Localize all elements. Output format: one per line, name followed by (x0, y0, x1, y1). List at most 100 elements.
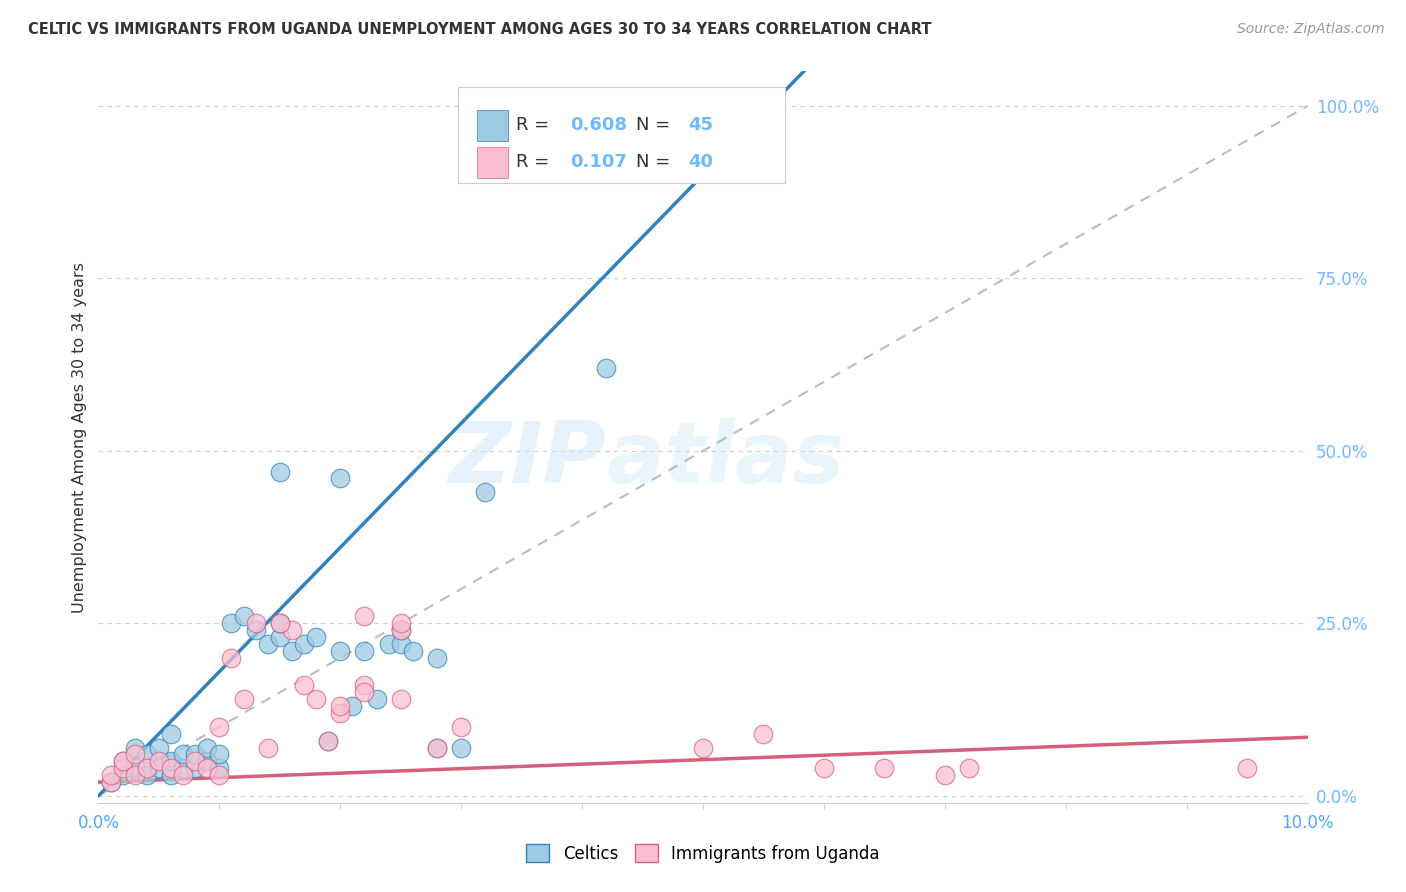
Point (389, 692, 412, 706)
Point (281, 624, 304, 638)
Point (342, 699, 364, 714)
Point (752, 727, 775, 741)
Point (353, 685, 375, 699)
Text: R =: R = (516, 153, 561, 171)
Text: N =: N = (637, 153, 676, 171)
Point (329, 644, 352, 658)
Point (692, 740, 714, 755)
Point (135, 768, 157, 782)
Point (195, 755, 218, 769)
Point (316, 733, 339, 747)
Text: Source: ZipAtlas.com: Source: ZipAtlas.com (1237, 22, 1385, 37)
Point (160, 761, 183, 775)
Point (353, 678, 375, 692)
Point (160, 727, 183, 741)
Point (100, 768, 122, 782)
Point (474, 485, 496, 500)
Point (256, 740, 278, 755)
Point (292, 678, 315, 692)
Point (813, 761, 835, 775)
Point (389, 624, 412, 638)
Point (160, 768, 183, 782)
Point (305, 692, 328, 706)
Text: 40: 40 (689, 153, 713, 171)
Text: atlas: atlas (606, 417, 845, 500)
Point (111, 768, 134, 782)
Point (208, 768, 231, 782)
Y-axis label: Unemployment Among Ages 30 to 34 years: Unemployment Among Ages 30 to 34 years (72, 261, 87, 613)
Point (269, 616, 291, 631)
Point (256, 637, 278, 651)
Point (329, 471, 352, 485)
Point (957, 761, 980, 775)
Point (450, 720, 472, 734)
Point (316, 733, 339, 747)
Point (402, 644, 425, 658)
Point (135, 747, 157, 762)
Point (172, 747, 194, 762)
Point (221, 616, 243, 631)
Point (329, 699, 352, 714)
Point (269, 616, 291, 631)
Point (873, 761, 896, 775)
Point (281, 644, 304, 658)
Point (389, 616, 412, 631)
Point (111, 761, 134, 775)
Point (124, 761, 146, 775)
Point (148, 755, 170, 769)
Point (232, 692, 254, 706)
Text: 45: 45 (689, 116, 713, 135)
Point (353, 609, 375, 624)
Point (389, 624, 412, 638)
Point (329, 706, 352, 720)
Point (100, 775, 122, 789)
Point (366, 692, 388, 706)
Point (160, 755, 183, 769)
Text: 0.107: 0.107 (569, 153, 627, 171)
Point (426, 740, 449, 755)
Point (389, 637, 412, 651)
Point (208, 720, 231, 734)
Text: R =: R = (516, 116, 554, 135)
Point (377, 637, 399, 651)
Point (184, 747, 207, 762)
Point (111, 755, 134, 769)
Point (124, 747, 146, 762)
Point (245, 624, 267, 638)
Point (184, 761, 207, 775)
Point (124, 768, 146, 782)
Point (450, 740, 472, 755)
Text: CELTIC VS IMMIGRANTS FROM UGANDA UNEMPLOYMENT AMONG AGES 30 TO 34 YEARS CORRELAT: CELTIC VS IMMIGRANTS FROM UGANDA UNEMPLO… (28, 22, 932, 37)
Point (1236, 761, 1258, 775)
Point (148, 740, 170, 755)
Point (148, 761, 170, 775)
FancyBboxPatch shape (477, 110, 509, 141)
Text: 0.608: 0.608 (569, 116, 627, 135)
Text: ZIP: ZIP (449, 417, 606, 500)
Point (934, 768, 956, 782)
Point (353, 644, 375, 658)
Point (208, 747, 231, 762)
Text: N =: N = (637, 116, 676, 135)
Point (232, 609, 254, 624)
Point (305, 630, 328, 644)
Point (124, 740, 146, 755)
Point (269, 630, 291, 644)
Point (426, 740, 449, 755)
Point (208, 761, 231, 775)
Point (111, 755, 134, 769)
Point (135, 761, 157, 775)
Point (172, 761, 194, 775)
Point (195, 740, 218, 755)
Point (292, 637, 315, 651)
Point (221, 651, 243, 665)
Point (245, 616, 267, 631)
Point (426, 651, 449, 665)
Point (172, 768, 194, 782)
Point (595, 361, 617, 376)
Point (184, 755, 207, 769)
Point (269, 465, 291, 479)
FancyBboxPatch shape (477, 147, 509, 178)
Legend: Celtics, Immigrants from Uganda: Celtics, Immigrants from Uganda (522, 839, 884, 868)
Point (100, 775, 122, 789)
